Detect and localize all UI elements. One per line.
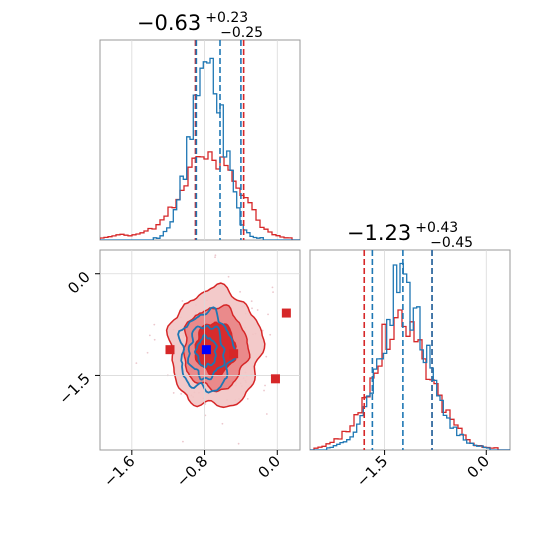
contours-blue-series: [177, 306, 237, 394]
markers: [165, 308, 291, 384]
scatter-point: [214, 254, 217, 257]
scatter-point: [153, 338, 156, 341]
marker-blue: [201, 345, 211, 355]
scatter-point: [264, 384, 266, 387]
panel-marginal-1: −0.63 +0.23 −0.25: [99, 9, 301, 241]
scatter-point: [182, 440, 184, 443]
scatter-point: [263, 389, 265, 392]
tick-label: 0.0: [64, 268, 94, 298]
scatter-point: [181, 300, 184, 302]
scatter-point: [256, 309, 259, 311]
scatter-point: [239, 290, 241, 293]
panel-joint: −1.6 −0.8 0.0 −1.5 0.0: [55, 249, 307, 491]
marker-red: [229, 349, 239, 359]
quantile-lines: [194, 40, 245, 240]
scatter-point: [148, 334, 151, 337]
scatter-point: [272, 291, 274, 294]
scatter-point: [180, 392, 183, 395]
tick-label: −1.5: [55, 370, 93, 408]
panel-marginal-2: −1.5 0.0 −1.23 +0.43 −0.45: [309, 219, 511, 491]
scatter-point: [153, 323, 156, 326]
scatter-point: [271, 286, 274, 289]
scatter-point: [246, 397, 249, 400]
marker-red: [165, 345, 175, 355]
scatter-point: [267, 313, 269, 316]
gridlines: [131, 40, 278, 240]
tick-label: −0.8: [173, 452, 211, 490]
marker-red: [270, 374, 280, 384]
histogram-red-series: [100, 151, 300, 240]
scatter-point: [265, 413, 268, 415]
contour-level: [193, 333, 218, 369]
scatter-point: [305, 319, 307, 321]
marker-red: [281, 308, 291, 318]
histogram-blue-series: [310, 262, 510, 450]
scatter-point: [265, 355, 268, 358]
scatter-point: [221, 422, 224, 425]
axes-frame: [309, 249, 511, 451]
contour-level: [177, 306, 237, 394]
scatter-point: [146, 351, 149, 354]
tick-label: 0.0: [464, 452, 494, 482]
x-axis-ticks: −1.6 −0.8 0.0: [100, 450, 284, 491]
tick-label: −1.6: [100, 452, 138, 490]
scatter-point: [214, 256, 216, 259]
scatter-point: [269, 333, 272, 336]
x-axis-ticks: −1.5 0.0: [353, 450, 493, 491]
scatter-point: [237, 442, 240, 445]
title-param-1: −0.63 +0.23 −0.25: [137, 9, 263, 41]
scatter-point: [250, 300, 253, 303]
quantile-lines: [363, 250, 433, 450]
scatter-point: [172, 392, 175, 394]
tick-label: −1.5: [353, 452, 391, 490]
tick-label: 0.0: [255, 452, 285, 482]
gridlines: [384, 250, 487, 450]
title-param-2: −1.23 +0.43 −0.45: [347, 219, 473, 251]
histogram-blue-series: [100, 57, 300, 240]
contour-level: [187, 324, 226, 381]
scatter-point: [135, 362, 138, 365]
scatter-point: [251, 307, 253, 310]
scatter-point: [227, 275, 230, 278]
y-axis-ticks: −1.5 0.0: [55, 268, 100, 408]
gridlines: [100, 250, 300, 450]
